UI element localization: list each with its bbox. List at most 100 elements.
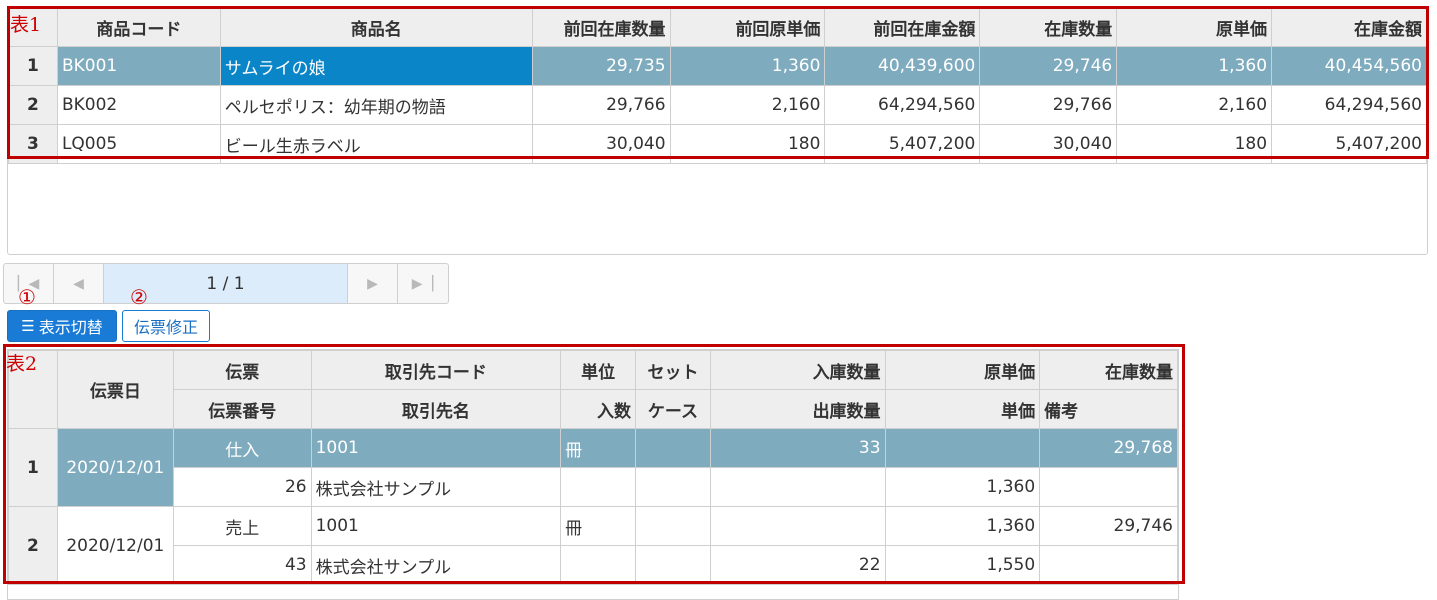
cell-case[interactable] <box>635 545 711 585</box>
toggle-view-button[interactable]: ☰ 表示切替 <box>7 310 117 342</box>
next-page-button[interactable]: ▶ <box>347 264 397 303</box>
cell-partner-code[interactable]: 1001 <box>310 506 562 546</box>
cell-code[interactable]: BK002 <box>56 85 221 125</box>
cell-cost[interactable]: 1,360 <box>1116 46 1273 86</box>
table-row[interactable]: 1 BK001 サムライの娘 29,735 1,360 40,439,600 2… <box>8 46 1427 86</box>
cell-stock-qty[interactable]: 29,746 <box>1039 506 1178 546</box>
cell-prev-qty[interactable]: 29,735 <box>531 46 671 86</box>
cell-slip-no[interactable]: 43 <box>172 545 312 585</box>
cell-slip-type[interactable]: 売上 <box>172 506 312 546</box>
last-page-button[interactable]: ▶▕ <box>397 264 447 303</box>
cell-slip-type[interactable]: 仕入 <box>172 428 312 468</box>
cell-code[interactable]: LQ005 <box>56 124 221 164</box>
cell-price[interactable]: 1,360 <box>884 467 1041 507</box>
cell-case[interactable] <box>635 467 711 507</box>
column-header-unit[interactable]: 単位 <box>560 350 637 390</box>
column-header-in-qty[interactable]: 入庫数量 <box>709 350 886 390</box>
cell-date[interactable]: 2020/12/01 <box>56 506 174 585</box>
row-number[interactable]: 3 <box>8 124 58 164</box>
product-grid: 商品コード 商品名 前回在庫数量 前回原単価 前回在庫金額 在庫数量 原単価 在… <box>7 6 1428 255</box>
cell-unit[interactable]: 冊 <box>560 506 637 546</box>
cell-amount[interactable]: 40,454,560 <box>1271 46 1427 86</box>
first-page-button[interactable]: ▏◀ <box>4 264 54 303</box>
column-header-prev-qty[interactable]: 前回在庫数量 <box>531 7 671 47</box>
cell-name[interactable]: ペルセポリス：幼年期の物語 <box>219 85 533 125</box>
cell-slip-no[interactable]: 26 <box>172 467 312 507</box>
column-header-amount[interactable]: 在庫金額 <box>1271 7 1427 47</box>
cell-qty[interactable]: 30,040 <box>979 124 1118 164</box>
row-number[interactable]: 1 <box>8 428 58 507</box>
cell-qty[interactable]: 29,746 <box>979 46 1118 86</box>
cell-name[interactable]: ビール生赤ラベル <box>219 124 533 164</box>
column-header-partner-code[interactable]: 取引先コード <box>310 350 562 390</box>
cell-prev-cost[interactable]: 180 <box>669 124 826 164</box>
column-header-code[interactable]: 商品コード <box>56 7 221 47</box>
cell-prev-cost[interactable]: 2,160 <box>669 85 826 125</box>
cell-in-qty[interactable] <box>709 506 886 546</box>
column-header-price[interactable]: 単価 <box>884 389 1041 429</box>
table-header-row: 伝票日 伝票 取引先コード 単位 セット 入庫数量 原単価 在庫数量 <box>8 350 1178 429</box>
cell-cost[interactable]: 2,160 <box>1116 85 1273 125</box>
cell-code[interactable]: BK001 <box>56 46 221 86</box>
cell-name[interactable]: サムライの娘 <box>219 46 533 86</box>
cell-per-case[interactable] <box>560 467 637 507</box>
column-header-slip[interactable]: 伝票 <box>172 350 312 390</box>
cell-amount[interactable]: 64,294,560 <box>1271 85 1427 125</box>
column-header-cost[interactable]: 原単価 <box>884 350 1041 390</box>
column-header-set[interactable]: セット <box>635 350 711 390</box>
cell-prev-amount[interactable]: 40,439,600 <box>824 46 981 86</box>
cell-prev-cost[interactable]: 1,360 <box>669 46 826 86</box>
cell-prev-qty[interactable]: 30,040 <box>531 124 671 164</box>
column-header-name[interactable]: 商品名 <box>219 7 533 47</box>
column-header-qty[interactable]: 在庫数量 <box>979 7 1118 47</box>
column-header-slip-no[interactable]: 伝票番号 <box>172 389 312 429</box>
table-row[interactable]: 43 株式会社サンプル 22 1,550 <box>9 545 1178 585</box>
cell-out-qty[interactable] <box>709 467 886 507</box>
cell-price[interactable]: 1,550 <box>884 545 1041 585</box>
cell-cost[interactable]: 180 <box>1116 124 1273 164</box>
cell-unit[interactable]: 冊 <box>560 428 637 468</box>
cell-note[interactable] <box>1039 467 1178 507</box>
cell-partner-code[interactable]: 1001 <box>310 428 562 468</box>
edit-slip-button[interactable]: 伝票修正 <box>122 310 210 342</box>
column-header-date[interactable]: 伝票日 <box>56 350 174 429</box>
annotation-circle-1: ① <box>18 285 36 309</box>
column-header-cost[interactable]: 原単価 <box>1116 7 1273 47</box>
row-number[interactable]: 1 <box>8 46 58 86</box>
cell-partner-name[interactable]: 株式会社サンプル <box>310 467 562 507</box>
cell-set[interactable] <box>635 428 711 468</box>
cell-qty[interactable]: 29,766 <box>979 85 1118 125</box>
cell-cost[interactable]: 1,360 <box>884 506 1041 546</box>
cell-set[interactable] <box>635 506 711 546</box>
column-header-prev-cost[interactable]: 前回原単価 <box>669 7 826 47</box>
cell-per-case[interactable] <box>560 545 637 585</box>
cell-note[interactable] <box>1039 545 1178 585</box>
cell-out-qty[interactable]: 22 <box>709 545 886 585</box>
prev-page-button[interactable]: ◀ <box>54 264 104 303</box>
column-header-partner-name[interactable]: 取引先名 <box>310 389 562 429</box>
column-header-case[interactable]: ケース <box>635 389 711 429</box>
table-row[interactable]: 3 LQ005 ビール生赤ラベル 30,040 180 5,407,200 30… <box>8 124 1427 164</box>
cell-prev-amount[interactable]: 5,407,200 <box>824 124 981 164</box>
table-row[interactable]: 2 2020/12/01 売上 1001 冊 1,360 29,746 <box>8 506 1178 585</box>
cell-prev-qty[interactable]: 29,766 <box>531 85 671 125</box>
column-header-stock-qty[interactable]: 在庫数量 <box>1039 350 1178 390</box>
column-header-note[interactable]: 備考 <box>1039 389 1178 429</box>
column-header-per-case[interactable]: 入数 <box>560 389 637 429</box>
cell-amount[interactable]: 5,407,200 <box>1271 124 1427 164</box>
next-page-icon: ▶ <box>367 275 378 292</box>
row-number[interactable]: 2 <box>8 85 58 125</box>
cell-prev-amount[interactable]: 64,294,560 <box>824 85 981 125</box>
table-row[interactable]: 26 株式会社サンプル 1,360 <box>9 467 1178 507</box>
table-row[interactable]: 1 2020/12/01 仕入 1001 冊 33 29,768 <box>8 428 1178 507</box>
table2-label: 表2 <box>6 353 38 375</box>
table-row[interactable]: 2 BK002 ペルセポリス：幼年期の物語 29,766 2,160 64,29… <box>8 85 1427 125</box>
row-number[interactable]: 2 <box>8 506 58 585</box>
column-header-out-qty[interactable]: 出庫数量 <box>709 389 886 429</box>
cell-date[interactable]: 2020/12/01 <box>56 428 174 507</box>
cell-stock-qty[interactable]: 29,768 <box>1039 428 1178 468</box>
cell-in-qty[interactable]: 33 <box>709 428 886 468</box>
cell-partner-name[interactable]: 株式会社サンプル <box>310 545 562 585</box>
cell-cost[interactable] <box>884 428 1041 468</box>
column-header-prev-amount[interactable]: 前回在庫金額 <box>824 7 981 47</box>
